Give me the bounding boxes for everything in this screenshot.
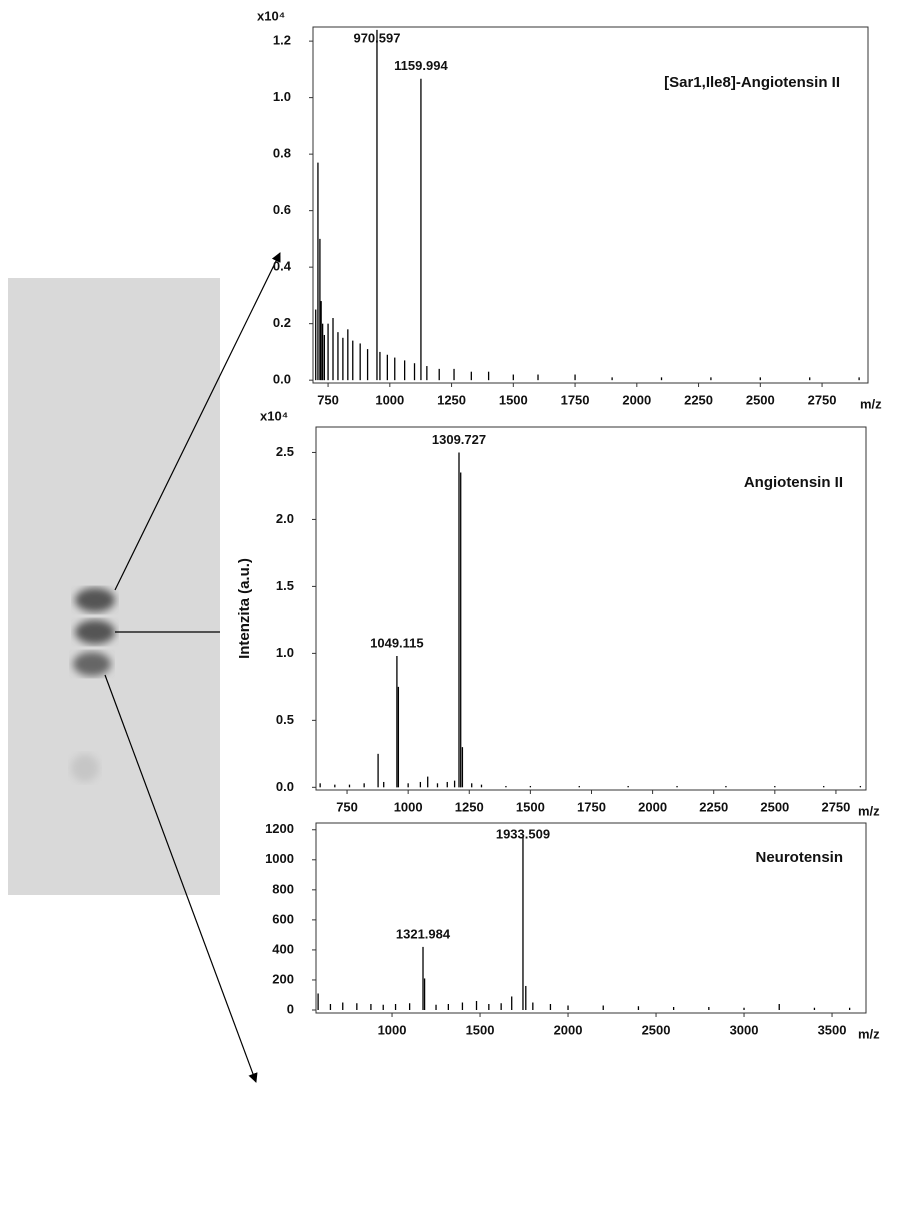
y-tick-label: 800: [272, 881, 294, 896]
peak-label: 1159.994: [394, 58, 448, 73]
x-tick-label: 1500: [466, 1022, 495, 1037]
x-axis-label: m/z: [858, 803, 880, 818]
x-tick-label: 1500: [499, 392, 528, 407]
x-tick-label: 3000: [730, 1022, 759, 1037]
x-tick-label: 2500: [746, 392, 775, 407]
x-tick-label: 750: [317, 392, 339, 407]
x-tick-label: 2500: [642, 1022, 671, 1037]
spectrum-chart: 0.0 0.5 1.0 1.5 2.0 2.5 750 1000 1250 1500 1750 200…: [236, 408, 880, 818]
peak-label: 1933.509: [496, 826, 550, 841]
y-tick-label: 2.5: [276, 444, 294, 459]
y-tick-label: 1.2: [273, 33, 291, 48]
y-tick-label: 1000: [265, 851, 294, 866]
chart-title: Angiotensin II: [744, 474, 843, 491]
y-tick-label: 600: [272, 911, 294, 926]
x-axis-label: m/z: [860, 396, 882, 411]
y-tick-label: 400: [272, 941, 294, 956]
y-tick-label: 0.0: [273, 372, 291, 387]
peak-label: 970.597: [353, 30, 400, 45]
y-tick-label: 0.2: [273, 315, 291, 330]
y-tick-label: 0.6: [273, 202, 291, 217]
x-tick-label: 1000: [378, 1022, 407, 1037]
y-tick-label: 1.5: [276, 578, 294, 593]
peak-label: 1321.984: [396, 926, 451, 941]
y-tick-label: 0.0: [276, 779, 294, 794]
x-tick-label: 2500: [760, 799, 789, 814]
x-tick-label: 1750: [577, 799, 606, 814]
arrows: [104, 252, 281, 1083]
x-tick-label: 2000: [554, 1022, 583, 1037]
x-tick-label: 2000: [638, 799, 667, 814]
plot-frame: [312, 26, 869, 384]
spectrum-chart: 0 200 400 600 800 1000 1200 1000 1500 2000 2500 300…: [265, 821, 880, 1041]
y-tick-label: 200: [272, 971, 294, 986]
x-tick-label: 1250: [437, 392, 466, 407]
y-tick-label: 0.5: [276, 712, 294, 727]
x-tick-label: 1000: [375, 392, 404, 407]
x-tick-label: 2750: [808, 392, 837, 407]
plot-frame: [315, 822, 867, 1014]
peak-label: 1049.115: [370, 635, 424, 650]
x-tick-label: 1000: [394, 799, 423, 814]
y-axis-label: Intenzita (a.u.): [236, 558, 253, 659]
x-tick-label: 2250: [699, 799, 728, 814]
y-tick-label: 0.4: [273, 259, 292, 274]
x-tick-label: 750: [336, 799, 358, 814]
y-scale: x10⁴: [260, 408, 288, 423]
peak-label: 1309.727: [432, 432, 486, 447]
chart-title: Neurotensin: [755, 849, 843, 866]
y-tick-label: 1200: [265, 821, 294, 836]
x-tick-label: 2250: [684, 392, 713, 407]
x-axis-label: m/z: [858, 1026, 880, 1041]
x-tick-label: 1500: [516, 799, 545, 814]
y-tick-label: 0: [287, 1001, 294, 1016]
x-tick-label: 2750: [821, 799, 850, 814]
y-tick-label: 1.0: [273, 89, 291, 104]
tlc-plate: [8, 278, 220, 895]
x-tick-label: 3500: [818, 1022, 847, 1037]
y-tick-label: 0.8: [273, 146, 291, 161]
x-tick-label: 1750: [561, 392, 590, 407]
spectrum-chart: 0.0 0.2 0.4 0.6 0.8 1.0 1.2 750 1000 1250 1500 1750…: [257, 8, 882, 411]
y-tick-label: 1.0: [276, 645, 294, 660]
y-tick-label: 2.0: [276, 511, 294, 526]
y-scale: x10⁴: [257, 8, 285, 23]
chart-title: [Sar1,Ile8]-Angiotensin II: [664, 74, 840, 91]
x-tick-label: 2000: [622, 392, 651, 407]
x-tick-label: 1250: [455, 799, 484, 814]
